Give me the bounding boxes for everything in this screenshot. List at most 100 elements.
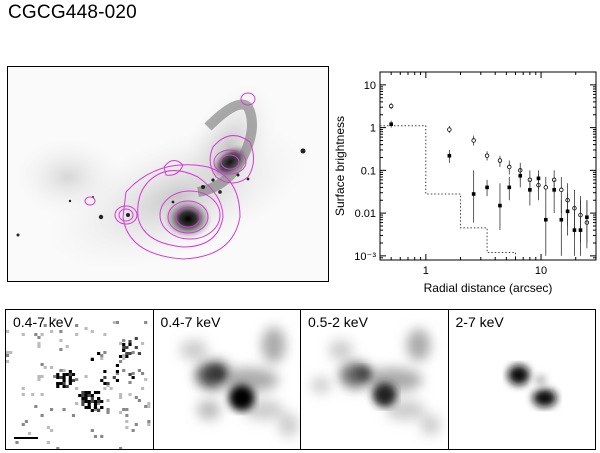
circle-marker	[471, 138, 476, 143]
count-pixel	[122, 343, 126, 346]
open-circle-point	[497, 155, 503, 167]
count-pixel	[21, 393, 25, 396]
count-pixel	[106, 399, 110, 402]
count-pixel	[84, 400, 88, 403]
count-pixel	[97, 391, 101, 394]
count-pixel	[128, 352, 132, 355]
count-pixel	[71, 414, 76, 417]
count-pixel	[53, 375, 57, 378]
square-marker	[507, 185, 512, 190]
count-pixel	[40, 414, 44, 417]
count-pixel	[53, 318, 57, 321]
count-pixel	[49, 408, 54, 411]
square-marker	[498, 203, 502, 208]
count-pixel	[122, 369, 126, 372]
count-pixel	[93, 391, 98, 394]
panel-label: 0.4-7 keV	[160, 314, 221, 330]
count-pixel	[6, 351, 10, 354]
count-pixel	[40, 393, 44, 396]
count-pixel	[43, 324, 47, 327]
surface-brightness-chart: 1 10 10⁻³ 0.01 0.1 1 10 Radial distance (arcs…	[330, 60, 600, 300]
open-circle-point	[543, 176, 549, 201]
count-pixel	[97, 352, 101, 355]
count-pixel	[97, 402, 101, 405]
count-pixel	[75, 402, 79, 405]
count-pixel	[59, 348, 63, 351]
panel-label: 0.4-7 keV	[13, 314, 73, 330]
count-pixel	[128, 393, 132, 396]
smoothed-image-hard	[507, 365, 557, 407]
count-pixel	[62, 373, 66, 376]
open-circle-point	[388, 102, 394, 110]
count-pixel	[21, 423, 25, 426]
filled-square-point	[498, 183, 502, 231]
count-pixel	[112, 376, 116, 379]
surface-brightness-svg: 1 10 10⁻³ 0.01 0.1 1 10 Radial distance (arcs…	[333, 71, 597, 295]
count-pixel	[115, 379, 120, 382]
count-pixel	[90, 429, 94, 432]
filled-square-point	[544, 200, 548, 256]
count-pixel	[27, 432, 32, 435]
count-pixel	[90, 400, 94, 403]
count-pixel	[34, 405, 38, 408]
count-pixel	[37, 378, 41, 381]
count-pixel	[15, 441, 19, 444]
filled-square-point	[485, 179, 489, 197]
smoothed-image-soft	[310, 329, 441, 435]
square-marker	[471, 192, 476, 196]
open-circle-point	[507, 160, 512, 175]
xray-panel-soft: 0.5-2 keV	[301, 310, 449, 449]
y-tick-label: 0.1	[361, 165, 376, 177]
psf-step-line	[380, 125, 516, 260]
count-pixel	[90, 397, 94, 400]
count-pixel	[137, 399, 141, 402]
count-pixel	[87, 391, 91, 394]
count-pixel	[100, 357, 104, 360]
count-pixel	[75, 333, 79, 336]
count-pixel	[40, 363, 44, 366]
count-pixel	[147, 423, 151, 426]
count-pixel	[37, 342, 41, 345]
count-pixel	[112, 321, 116, 324]
xray-image-strip: 0.4-7 keV 0.4-7 keV	[5, 309, 596, 450]
plot-frame	[379, 71, 597, 261]
count-pixel	[106, 384, 110, 387]
count-pixel	[65, 345, 69, 348]
xray-panel-smoothed-full: 0.4-7 keV	[154, 310, 301, 449]
count-pixel	[62, 376, 66, 379]
count-pixel	[109, 387, 113, 390]
count-pixel	[144, 378, 148, 381]
count-pixel	[122, 349, 126, 352]
square-marker	[544, 217, 548, 222]
count-pixel	[34, 333, 38, 336]
count-pixel	[147, 402, 151, 405]
count-pixel	[68, 370, 72, 373]
count-pixel	[103, 382, 107, 385]
count-pixel	[100, 400, 104, 403]
square-marker	[447, 153, 452, 158]
count-pixel	[75, 324, 79, 327]
count-pixel	[90, 330, 94, 333]
count-pixel	[100, 406, 104, 409]
data-points	[388, 102, 590, 256]
y-tick-label: 0.01	[355, 208, 376, 220]
filled-square-point	[447, 149, 452, 163]
count-pixel	[6, 354, 10, 357]
count-pixel	[81, 397, 85, 400]
count-pixel	[100, 379, 104, 382]
count-pixel	[122, 408, 126, 411]
count-pixel	[128, 373, 132, 376]
galaxy-image-svg	[13, 83, 312, 271]
panel-label: 0.5-2 keV	[308, 314, 368, 330]
count-pixel	[46, 426, 50, 429]
circle-marker	[447, 127, 452, 132]
count-pixel	[100, 354, 104, 357]
count-pixel	[137, 352, 141, 355]
count-pixel	[134, 396, 138, 399]
count-pixel	[81, 394, 85, 397]
filled-square-point	[389, 120, 393, 128]
filled-square-point	[572, 205, 577, 256]
count-pixel	[134, 423, 138, 426]
count-pixel	[56, 385, 60, 388]
count-pixel	[71, 373, 76, 376]
